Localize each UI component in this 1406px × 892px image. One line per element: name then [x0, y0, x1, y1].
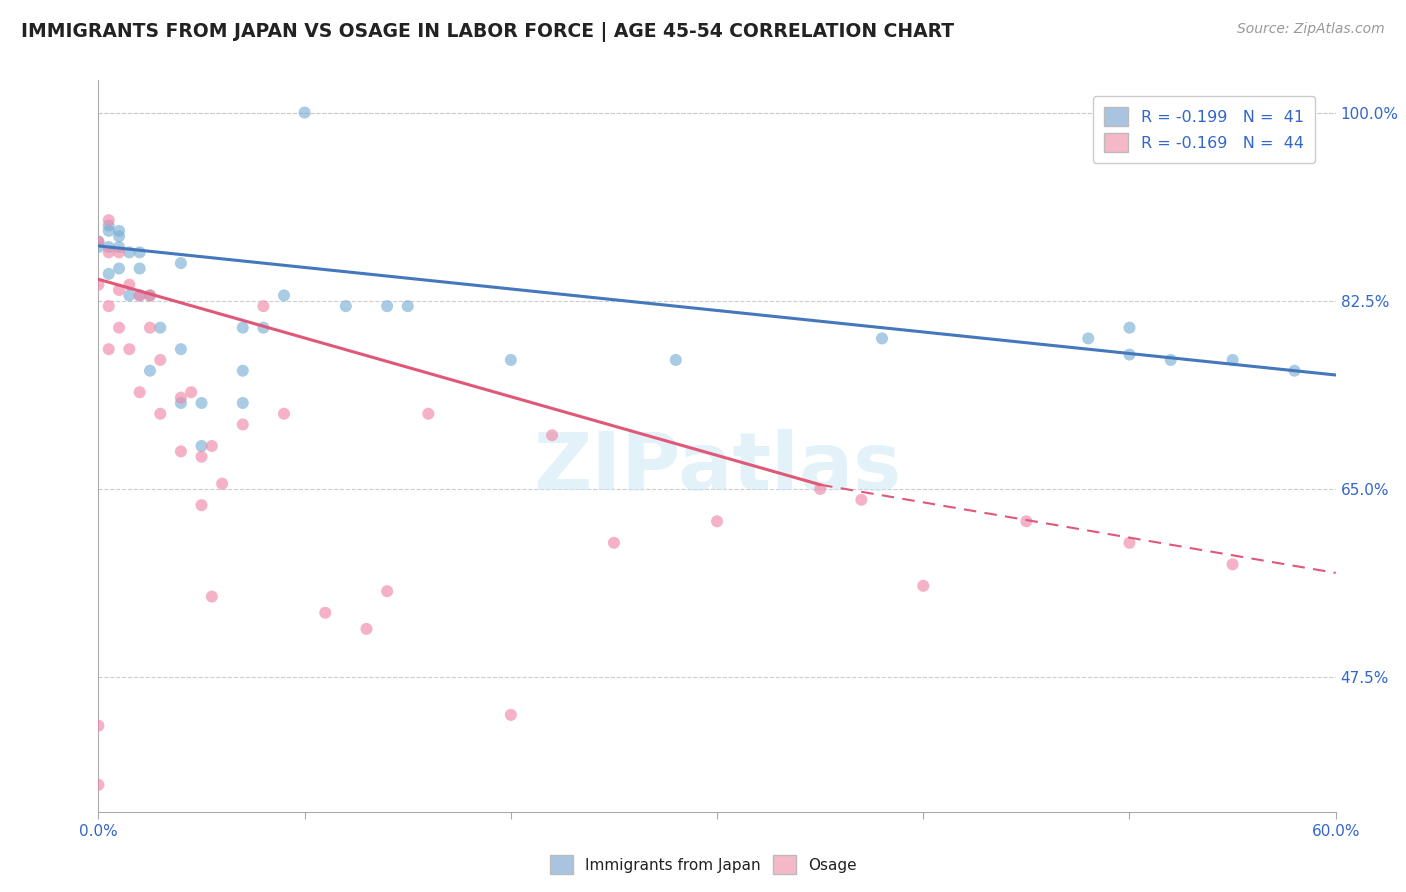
- Point: [97, 299, 120, 313]
- Point: [149, 407, 172, 421]
- Point: [190, 450, 212, 464]
- Text: IMMIGRANTS FROM JAPAN VS OSAGE IN LABOR FORCE | AGE 45-54 CORRELATION CHART: IMMIGRANTS FROM JAPAN VS OSAGE IN LABOR …: [21, 22, 955, 42]
- Point: [108, 224, 131, 238]
- Point: [108, 320, 131, 334]
- Point: [108, 229, 131, 244]
- Point: [1284, 364, 1306, 378]
- Point: [870, 331, 893, 345]
- Point: [128, 245, 150, 260]
- Point: [541, 428, 564, 442]
- Point: [108, 283, 131, 297]
- Point: [170, 256, 193, 270]
- Point: [170, 342, 193, 356]
- Point: [1077, 331, 1099, 345]
- Point: [128, 261, 150, 276]
- Point: [375, 299, 398, 313]
- Point: [87, 719, 110, 733]
- Point: [1118, 320, 1140, 334]
- Text: Source: ZipAtlas.com: Source: ZipAtlas.com: [1237, 22, 1385, 37]
- Point: [97, 219, 120, 233]
- Legend: Immigrants from Japan, Osage: Immigrants from Japan, Osage: [544, 849, 862, 880]
- Point: [128, 385, 150, 400]
- Point: [273, 288, 295, 302]
- Point: [808, 482, 831, 496]
- Point: [190, 396, 212, 410]
- Point: [170, 396, 193, 410]
- Point: [1015, 514, 1038, 528]
- Point: [1160, 353, 1182, 368]
- Point: [97, 240, 120, 254]
- Point: [87, 778, 110, 792]
- Point: [97, 245, 120, 260]
- Point: [97, 267, 120, 281]
- Point: [97, 213, 120, 227]
- Point: [118, 288, 141, 302]
- Point: [912, 579, 935, 593]
- Point: [232, 417, 254, 432]
- Point: [139, 288, 162, 302]
- Point: [211, 476, 233, 491]
- Point: [396, 299, 419, 313]
- Point: [232, 364, 254, 378]
- Point: [273, 407, 295, 421]
- Point: [87, 235, 110, 249]
- Point: [706, 514, 728, 528]
- Point: [1118, 536, 1140, 550]
- Point: [499, 707, 522, 722]
- Point: [128, 288, 150, 302]
- Point: [314, 606, 336, 620]
- Point: [603, 536, 626, 550]
- Point: [180, 385, 202, 400]
- Point: [108, 245, 131, 260]
- Point: [665, 353, 688, 368]
- Point: [851, 492, 873, 507]
- Point: [1118, 348, 1140, 362]
- Point: [294, 105, 316, 120]
- Point: [118, 245, 141, 260]
- Point: [149, 320, 172, 334]
- Point: [118, 342, 141, 356]
- Point: [418, 407, 440, 421]
- Point: [139, 320, 162, 334]
- Point: [375, 584, 398, 599]
- Point: [252, 299, 274, 313]
- Point: [97, 342, 120, 356]
- Point: [252, 320, 274, 334]
- Point: [149, 353, 172, 368]
- Point: [232, 396, 254, 410]
- Point: [118, 277, 141, 292]
- Point: [87, 240, 110, 254]
- Point: [108, 261, 131, 276]
- Point: [108, 240, 131, 254]
- Point: [87, 277, 110, 292]
- Point: [356, 622, 378, 636]
- Point: [201, 439, 224, 453]
- Point: [190, 498, 212, 512]
- Point: [232, 320, 254, 334]
- Point: [335, 299, 357, 313]
- Legend: R = -0.199   N =  41, R = -0.169   N =  44: R = -0.199 N = 41, R = -0.169 N = 44: [1092, 95, 1316, 163]
- Point: [190, 439, 212, 453]
- Point: [139, 288, 162, 302]
- Point: [97, 224, 120, 238]
- Point: [139, 364, 162, 378]
- Point: [201, 590, 224, 604]
- Point: [128, 288, 150, 302]
- Point: [499, 353, 522, 368]
- Point: [87, 235, 110, 249]
- Point: [1222, 558, 1244, 572]
- Point: [170, 391, 193, 405]
- Point: [170, 444, 193, 458]
- Point: [1222, 353, 1244, 368]
- Text: ZIPatlas: ZIPatlas: [533, 429, 901, 507]
